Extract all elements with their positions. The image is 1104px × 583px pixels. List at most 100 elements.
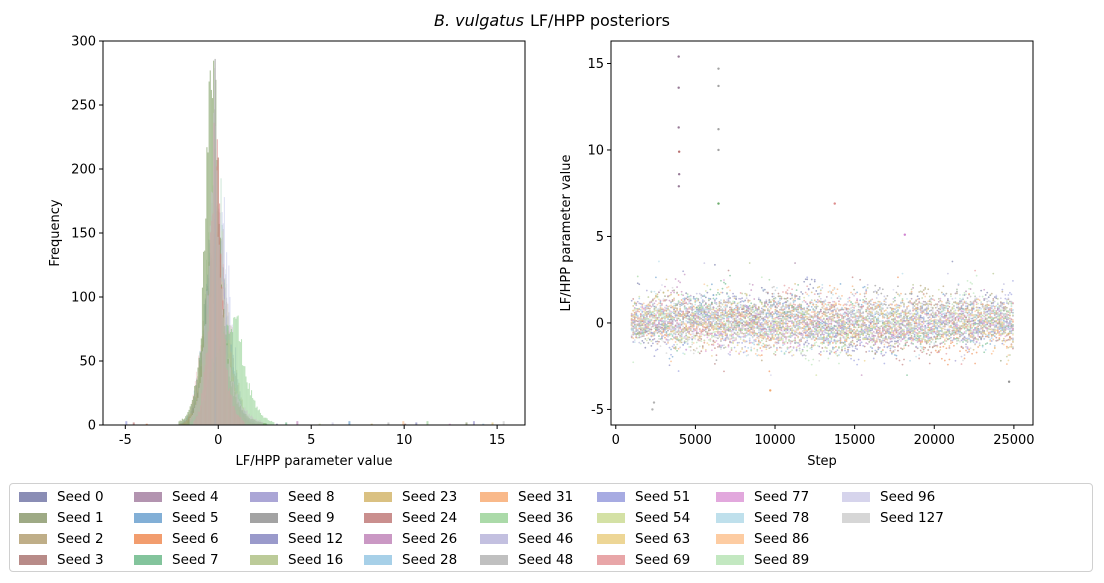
trace-point bbox=[807, 342, 810, 345]
histogram-bar bbox=[207, 152, 209, 425]
trace-point bbox=[894, 321, 896, 324]
histogram-bar bbox=[273, 422, 275, 425]
trace-point bbox=[735, 306, 737, 309]
trace-point bbox=[718, 307, 721, 310]
trace-point bbox=[832, 326, 834, 329]
trace-point bbox=[777, 295, 780, 298]
trace-point bbox=[827, 329, 830, 332]
trace-point bbox=[807, 318, 810, 321]
trace-point bbox=[847, 346, 849, 349]
trace-point bbox=[680, 299, 683, 301]
histogram-bar bbox=[235, 394, 237, 425]
trace-point bbox=[709, 298, 712, 300]
histogram-bar bbox=[234, 391, 236, 425]
trace-point bbox=[723, 281, 725, 284]
trace-point bbox=[877, 326, 880, 329]
trace-point bbox=[692, 295, 695, 298]
trace-point bbox=[810, 346, 813, 349]
histogram-bar bbox=[215, 125, 217, 425]
trace-point bbox=[980, 289, 983, 292]
trace-point bbox=[771, 304, 774, 306]
trace-point bbox=[748, 321, 751, 324]
trace-point bbox=[828, 352, 831, 355]
trace-point bbox=[960, 306, 963, 309]
histogram-bar bbox=[217, 236, 219, 425]
trace-point bbox=[789, 327, 792, 330]
trace-point bbox=[921, 332, 924, 335]
trace-point bbox=[865, 297, 868, 300]
histogram-bar bbox=[264, 417, 266, 425]
trace-point bbox=[697, 298, 700, 300]
trace-point bbox=[916, 306, 919, 309]
trace-point bbox=[953, 301, 955, 304]
trace-point bbox=[786, 292, 789, 295]
trace-point bbox=[897, 285, 899, 288]
trace-point bbox=[956, 290, 958, 293]
trace-point bbox=[927, 288, 930, 291]
trace-point bbox=[655, 340, 657, 343]
trace-point bbox=[768, 347, 771, 350]
trace-point bbox=[786, 325, 789, 327]
trace-point bbox=[712, 297, 715, 300]
trace-point bbox=[992, 299, 995, 302]
trace-point bbox=[998, 305, 1001, 307]
trace-point bbox=[892, 318, 895, 321]
trace-point bbox=[921, 316, 924, 319]
trace-point bbox=[785, 297, 787, 300]
trace-point bbox=[915, 300, 918, 303]
histogram-bar bbox=[179, 420, 181, 425]
x-tick-label: 0 bbox=[214, 433, 222, 448]
trace-point bbox=[630, 299, 633, 302]
trace-point bbox=[812, 287, 815, 289]
histogram-bar bbox=[259, 412, 262, 425]
trace-point bbox=[819, 350, 822, 353]
trace-point bbox=[832, 313, 834, 316]
trace-point bbox=[969, 304, 972, 306]
trace-point bbox=[788, 310, 790, 313]
trace-point bbox=[962, 312, 964, 315]
trace-point bbox=[688, 336, 691, 339]
trace-point bbox=[741, 308, 744, 311]
trace-point bbox=[880, 342, 883, 345]
trace-point bbox=[718, 293, 721, 296]
trace-point bbox=[986, 342, 989, 345]
trace-point bbox=[971, 317, 973, 320]
trace-point bbox=[718, 322, 721, 325]
trace-point bbox=[710, 301, 713, 304]
trace-point bbox=[757, 340, 760, 343]
trace-point bbox=[665, 310, 668, 312]
trace-point bbox=[742, 332, 745, 335]
trace-point bbox=[895, 291, 898, 294]
trace-point bbox=[851, 349, 854, 352]
histogram-bar bbox=[192, 396, 195, 425]
trace-point bbox=[638, 332, 641, 335]
histogram-bar bbox=[192, 412, 195, 425]
trace-point bbox=[777, 292, 780, 295]
histogram-bar bbox=[194, 385, 196, 425]
trace-point bbox=[671, 300, 674, 303]
trace-point bbox=[836, 332, 839, 335]
trace-point bbox=[854, 326, 857, 329]
y-tick-label: 150 bbox=[71, 227, 96, 242]
trace-point bbox=[676, 317, 678, 320]
trace-point bbox=[984, 311, 987, 314]
histogram-bar bbox=[269, 421, 272, 425]
trace-point bbox=[642, 341, 645, 344]
histogram-bar bbox=[231, 324, 233, 425]
histogram-bar bbox=[263, 423, 265, 425]
trace-point bbox=[830, 315, 833, 318]
trace-point bbox=[1005, 339, 1008, 342]
trace-point bbox=[998, 322, 1001, 325]
histogram-bar bbox=[259, 420, 262, 425]
trace-point bbox=[881, 354, 884, 357]
trace-point bbox=[751, 318, 754, 321]
trace-point bbox=[779, 317, 781, 320]
trace-point bbox=[865, 335, 868, 337]
trace-point bbox=[766, 321, 769, 324]
histogram-bar bbox=[262, 415, 264, 425]
trace-point bbox=[990, 340, 993, 342]
histogram-bar bbox=[191, 414, 193, 425]
histogram-bar bbox=[196, 401, 198, 425]
trace-point bbox=[665, 304, 668, 307]
trace-point bbox=[750, 302, 753, 305]
